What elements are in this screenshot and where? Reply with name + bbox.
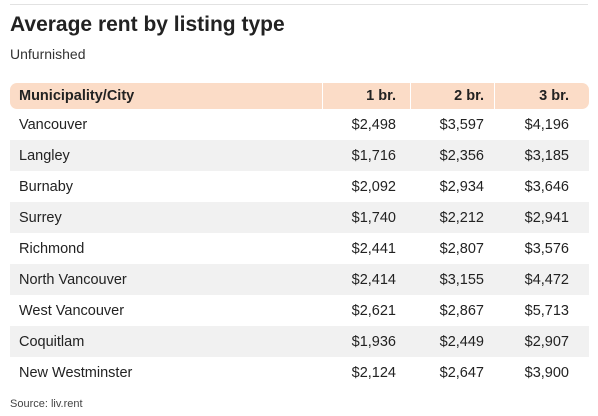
cell-3br: $3,185 [494, 140, 589, 171]
table-row: North Vancouver $2,414 $3,155 $4,472 [10, 264, 589, 295]
cell-3br: $5,713 [524, 302, 569, 319]
cell-3br: $4,196 [524, 116, 569, 133]
table-row: Surrey $1,740 $2,212 $2,941 [10, 202, 589, 233]
rent-table: Municipality/City 1 br. 2 br. 3 br. Vanc… [10, 83, 589, 388]
cell-3br: $2,941 [494, 202, 589, 233]
table-row: Burnaby $2,092 $2,934 $3,646 [10, 171, 589, 202]
cell-3br: $4,472 [494, 264, 589, 295]
column-header-1br: 1 br. [322, 83, 410, 109]
row-municipality: Langley [10, 140, 322, 171]
cell-1br: $1,716 [322, 140, 410, 171]
cell-3br: $3,646 [524, 178, 569, 195]
column-header-3br: 3 br. [494, 83, 589, 109]
table-row: Coquitlam $1,936 $2,449 $2,907 [10, 326, 589, 357]
cell-1br: $2,092 [351, 178, 396, 195]
top-divider [10, 4, 588, 5]
row-municipality: Coquitlam [10, 326, 322, 357]
cell-2br: $2,212 [410, 202, 494, 233]
table-header-row: Municipality/City 1 br. 2 br. 3 br. [10, 83, 589, 109]
row-municipality: Richmond [19, 240, 85, 257]
cell-2br: $3,155 [410, 264, 494, 295]
cell-3br: $3,576 [524, 240, 569, 257]
cell-1br: $2,498 [351, 116, 396, 133]
row-municipality: West Vancouver [19, 302, 125, 319]
cell-2br: $2,934 [439, 178, 484, 195]
row-municipality: North Vancouver [10, 264, 322, 295]
chart-subtitle: Unfurnished [10, 46, 86, 62]
cell-2br: $2,867 [439, 302, 484, 319]
row-municipality: Vancouver [19, 116, 88, 133]
cell-3br: $2,907 [494, 326, 589, 357]
cell-1br: $1,936 [322, 326, 410, 357]
column-header-2br: 2 br. [410, 83, 494, 109]
cell-2br: $3,597 [439, 116, 484, 133]
row-municipality: Burnaby [19, 178, 74, 195]
table-row: Langley $1,716 $2,356 $3,185 [10, 140, 589, 171]
column-header-municipality: Municipality/City [10, 83, 322, 109]
cell-1br: $2,621 [351, 302, 396, 319]
source-note: Source: liv.rent [10, 398, 83, 410]
cell-1br: $1,740 [322, 202, 410, 233]
table-row: Richmond $2,441 $2,807 $3,576 [10, 233, 589, 264]
cell-3br: $3,900 [524, 364, 569, 381]
cell-2br: $2,356 [410, 140, 494, 171]
cell-1br: $2,441 [351, 240, 396, 257]
row-municipality: New Westminster [19, 364, 133, 381]
chart-title: Average rent by listing type [10, 13, 285, 36]
cell-2br: $2,449 [410, 326, 494, 357]
table-body: Vancouver $2,498 $3,597 $4,196 Langley $… [10, 109, 589, 388]
table-row: New Westminster $2,124 $2,647 $3,900 [10, 357, 589, 388]
cell-1br: $2,414 [322, 264, 410, 295]
cell-2br: $2,807 [439, 240, 484, 257]
table-row: Vancouver $2,498 $3,597 $4,196 [10, 109, 589, 140]
table-row: West Vancouver $2,621 $2,867 $5,713 [10, 295, 589, 326]
cell-2br: $2,647 [439, 364, 484, 381]
row-municipality: Surrey [10, 202, 322, 233]
cell-1br: $2,124 [351, 364, 396, 381]
